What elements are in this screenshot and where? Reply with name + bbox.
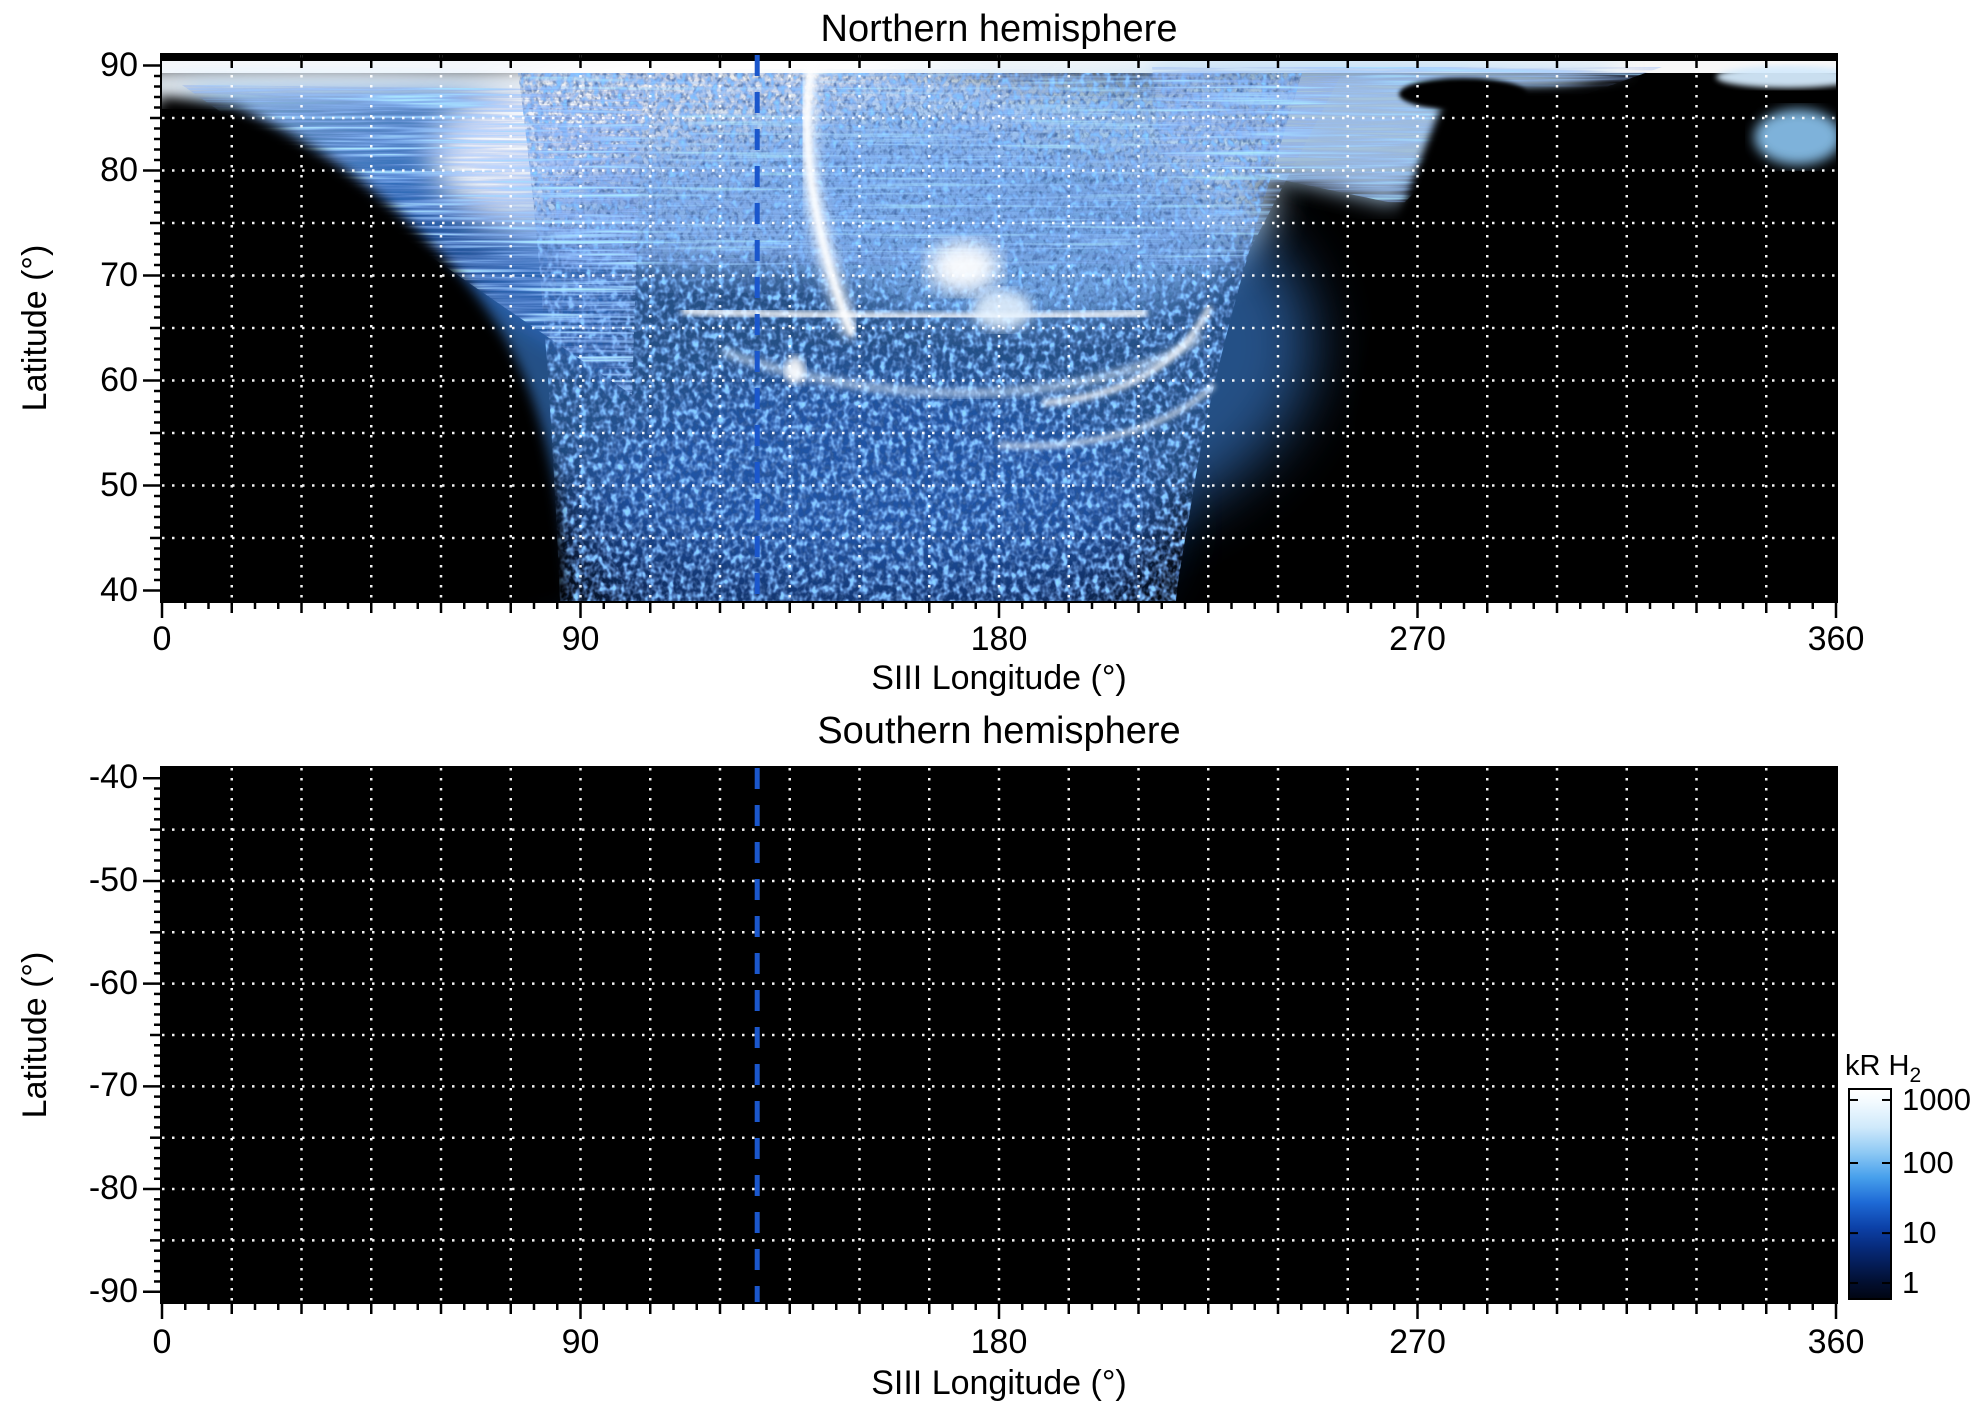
x-tick-label: 360	[1807, 620, 1865, 658]
x-tick-label: 360	[1807, 1323, 1865, 1361]
colorbar-tick-label: 100	[1902, 1145, 1954, 1180]
south-panel-title: Southern hemisphere	[817, 710, 1181, 752]
north-y-axis-label: Latitude (°)	[16, 244, 54, 412]
south-y-axis-label: Latitude (°)	[16, 951, 54, 1119]
x-tick-label: 180	[970, 1323, 1028, 1361]
x-tick-label: 90	[561, 1323, 600, 1361]
x-tick-label: 270	[1389, 620, 1446, 658]
south-gridlines	[162, 768, 1836, 1302]
north-top-axis-ticks	[230, 55, 1768, 68]
x-tick-label: 180	[970, 620, 1028, 658]
north-x-axis-label: SIII Longitude (°)	[871, 659, 1127, 697]
south-heatmap-canvas	[162, 768, 1836, 1302]
x-tick-label: 90	[561, 620, 600, 658]
colorbar-gradient	[1848, 1088, 1892, 1300]
x-tick-label: 0	[152, 1323, 172, 1361]
aurora-emission-map	[162, 55, 1836, 601]
colorbar-title-subscript: 2	[1909, 1063, 1922, 1087]
south-heatmap-panel	[160, 766, 1838, 1304]
north-gridlines	[162, 55, 1836, 601]
y-tick-label: 40	[100, 570, 138, 609]
north-heatmap-panel	[160, 53, 1838, 603]
y-tick-label: -90	[88, 1271, 138, 1310]
colorbar-tick-label: 1	[1902, 1265, 1920, 1301]
south-empty-emission-field	[162, 768, 1836, 1302]
colorbar-title-text: kR H	[1845, 1050, 1910, 1082]
x-tick-label: 0	[152, 620, 172, 658]
colorbar-title: kR H2	[1845, 1050, 1921, 1092]
south-x-axis-label: SIII Longitude (°)	[871, 1364, 1127, 1402]
y-tick-label: 90	[100, 45, 138, 84]
x-tick-label: 270	[1389, 1323, 1446, 1361]
colorbar-tick-label: 10	[1902, 1215, 1937, 1251]
north-heatmap-canvas	[162, 55, 1836, 601]
y-tick-label: -40	[88, 758, 138, 797]
north-panel-title: Northern hemisphere	[820, 8, 1178, 50]
